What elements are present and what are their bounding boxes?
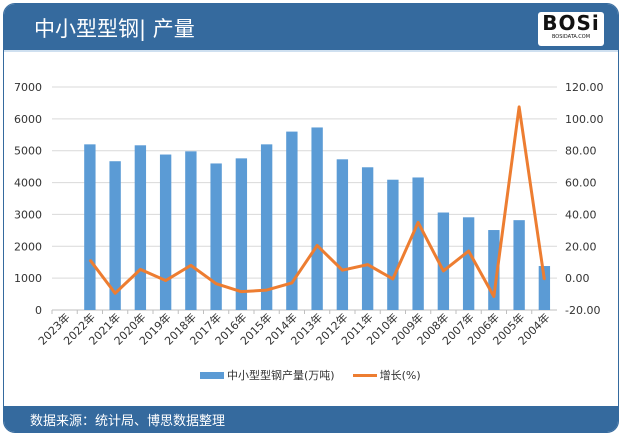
bar	[336, 159, 349, 310]
y-right-tick-label: -20.00	[565, 304, 600, 317]
growth-point	[165, 280, 167, 282]
growth-point	[215, 283, 217, 285]
bar	[437, 212, 450, 310]
growth-point	[139, 268, 141, 270]
bar	[412, 177, 424, 310]
y-left-tick-label: 6000	[14, 113, 42, 126]
legend-item-growth: 增长(%)	[352, 367, 421, 383]
bar	[488, 230, 500, 310]
header-bar: 中小型型钢| 产量 BOSi BOSIDATA.COM	[4, 4, 618, 52]
growth-point	[240, 291, 242, 293]
bar	[84, 144, 96, 310]
y-right-tick-label: 60.00	[565, 177, 597, 190]
bar	[235, 158, 248, 310]
growth-point	[392, 278, 394, 280]
growth-point	[190, 264, 192, 266]
page-title: 中小型型钢| 产量	[34, 17, 195, 41]
y-left-tick-label: 4000	[14, 177, 42, 190]
bar	[159, 154, 172, 310]
y-right-tick-label: 0.00	[565, 272, 590, 285]
legend-line-swatch	[352, 373, 377, 377]
y-left-tick-label: 0	[35, 304, 42, 317]
legend-bar-swatch	[200, 371, 224, 379]
bosi-logo: BOSi BOSIDATA.COM	[538, 12, 604, 46]
y-right-tick-label: 100.00	[565, 113, 604, 126]
bar	[538, 266, 551, 310]
y-right-tick-label: 120.00	[565, 81, 604, 94]
bar	[185, 151, 197, 310]
bar	[361, 167, 374, 310]
bar	[210, 163, 222, 310]
growth-point	[266, 289, 268, 291]
chart-card: 中小型型钢| 产量 BOSi BOSIDATA.COM 数据来源：统计局、博思数…	[3, 3, 619, 433]
bar	[311, 127, 323, 310]
growth-point	[341, 269, 343, 271]
growth-point	[442, 270, 444, 272]
growth-point	[367, 264, 369, 266]
growth-point	[493, 295, 495, 297]
y-left-tick-label: 2000	[14, 240, 42, 253]
bar	[260, 144, 273, 310]
y-right-tick-label: 40.00	[565, 208, 597, 221]
growth-point	[543, 279, 545, 281]
footer-bar: 数据来源：统计局、博思数据整理	[4, 406, 618, 432]
growth-point	[114, 292, 116, 294]
y-right-tick-label: 80.00	[565, 145, 597, 158]
legend: 中小型型钢产量(万吨) 增长(%)	[200, 367, 421, 383]
y-right-tick-label: 20.00	[565, 240, 597, 253]
bar	[462, 217, 475, 310]
growth-point	[468, 250, 470, 252]
legend-item-output: 中小型型钢产量(万吨)	[200, 367, 335, 383]
bar	[387, 179, 399, 310]
growth-point	[316, 244, 318, 246]
data-source: 数据来源：统计局、博思数据整理	[30, 414, 226, 429]
growth-point	[417, 221, 419, 223]
bar	[513, 220, 525, 310]
growth-point	[291, 282, 293, 284]
y-left-tick-label: 7000	[14, 81, 42, 94]
growth-point	[89, 259, 91, 261]
bar	[286, 131, 298, 310]
y-left-tick-label: 3000	[14, 208, 42, 221]
y-left-tick-label: 1000	[14, 272, 42, 285]
bar	[134, 145, 147, 310]
y-left-tick-label: 5000	[14, 145, 42, 158]
growth-point	[518, 106, 520, 108]
bar	[109, 161, 121, 310]
